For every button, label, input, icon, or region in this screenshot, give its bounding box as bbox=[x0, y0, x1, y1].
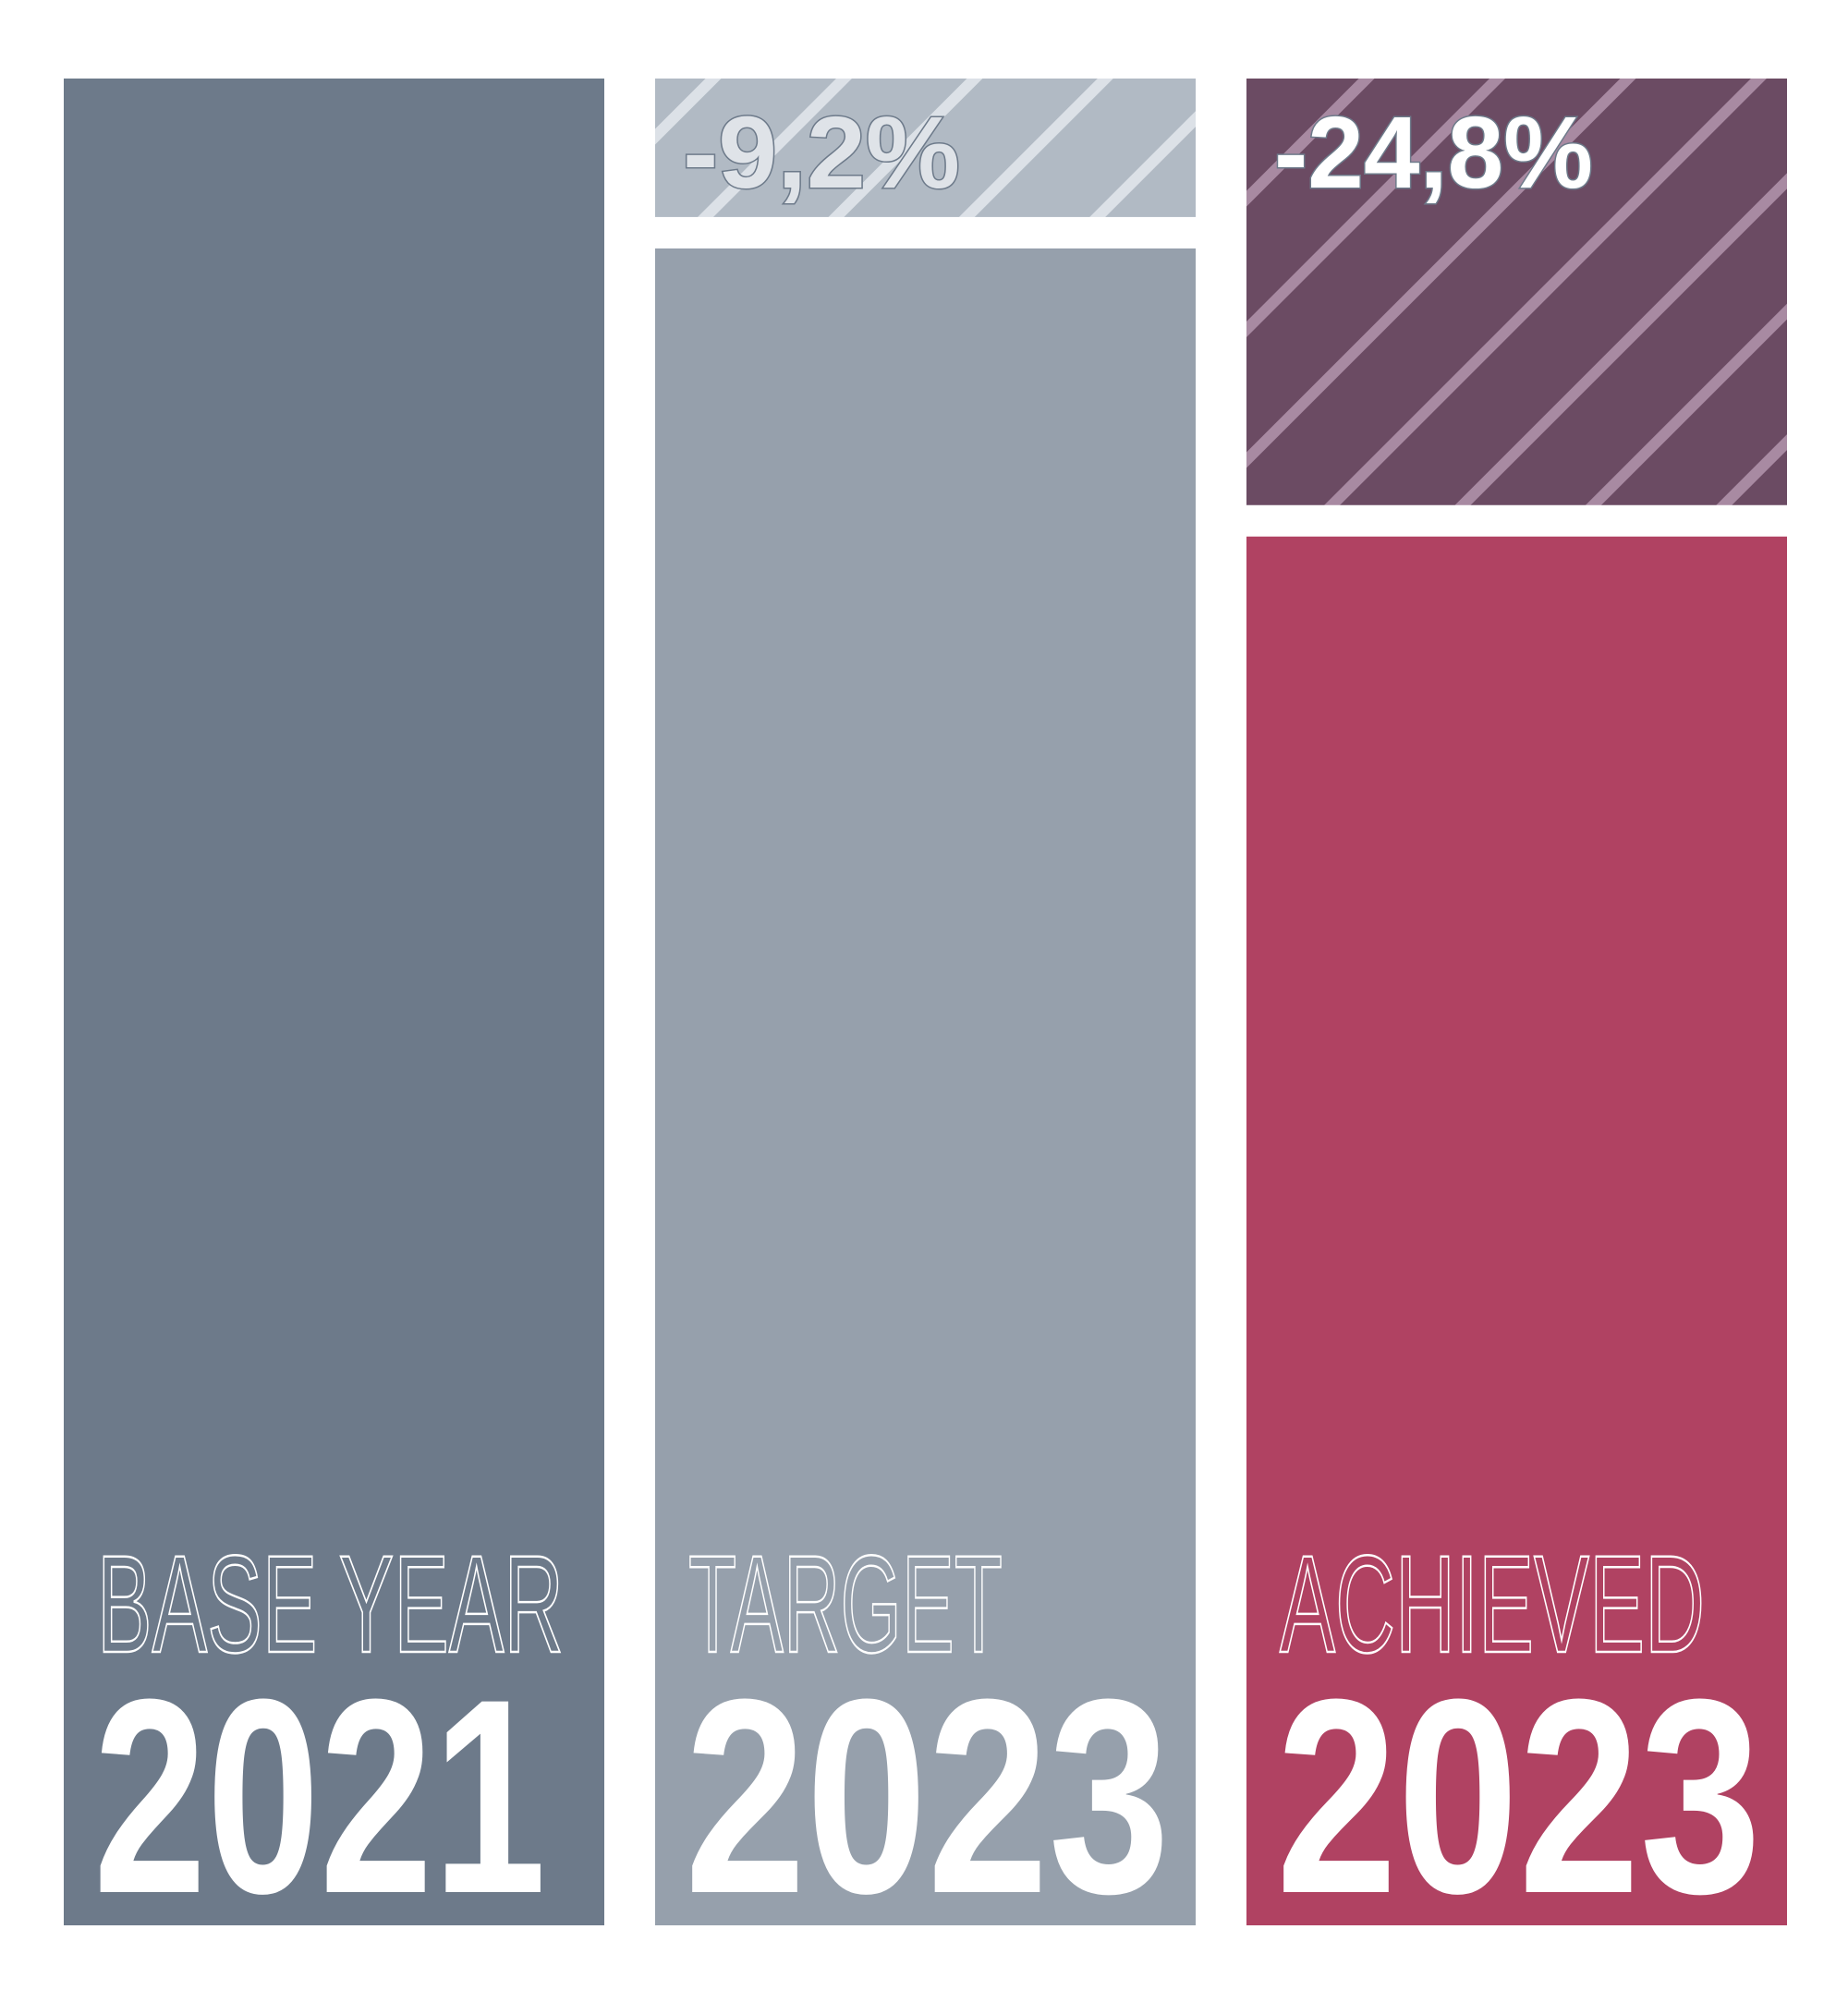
column-title-1: BASE YEAR bbox=[97, 1526, 564, 1681]
column-title-3: ACHIEVED bbox=[1280, 1526, 1705, 1681]
bar-1 bbox=[64, 79, 604, 1925]
column-year-3: 2023 bbox=[1276, 1641, 1761, 1951]
columns-layer: BASE YEAR2021-9,2%TARGET2023-24,8%ACHIEV… bbox=[64, 79, 1787, 1951]
reduction-label-3: -24,8% bbox=[1274, 96, 1593, 210]
column-year-1: 2021 bbox=[93, 1641, 546, 1951]
reduction-block-2 bbox=[655, 79, 1196, 217]
column-year-2: 2023 bbox=[685, 1641, 1170, 1951]
bar-3 bbox=[1246, 536, 1787, 1926]
bar-2 bbox=[655, 248, 1196, 1926]
reduction-label-2: -9,2% bbox=[683, 96, 960, 210]
reduction-block-3 bbox=[1246, 79, 1787, 505]
column-title-2: TARGET bbox=[688, 1526, 1003, 1681]
